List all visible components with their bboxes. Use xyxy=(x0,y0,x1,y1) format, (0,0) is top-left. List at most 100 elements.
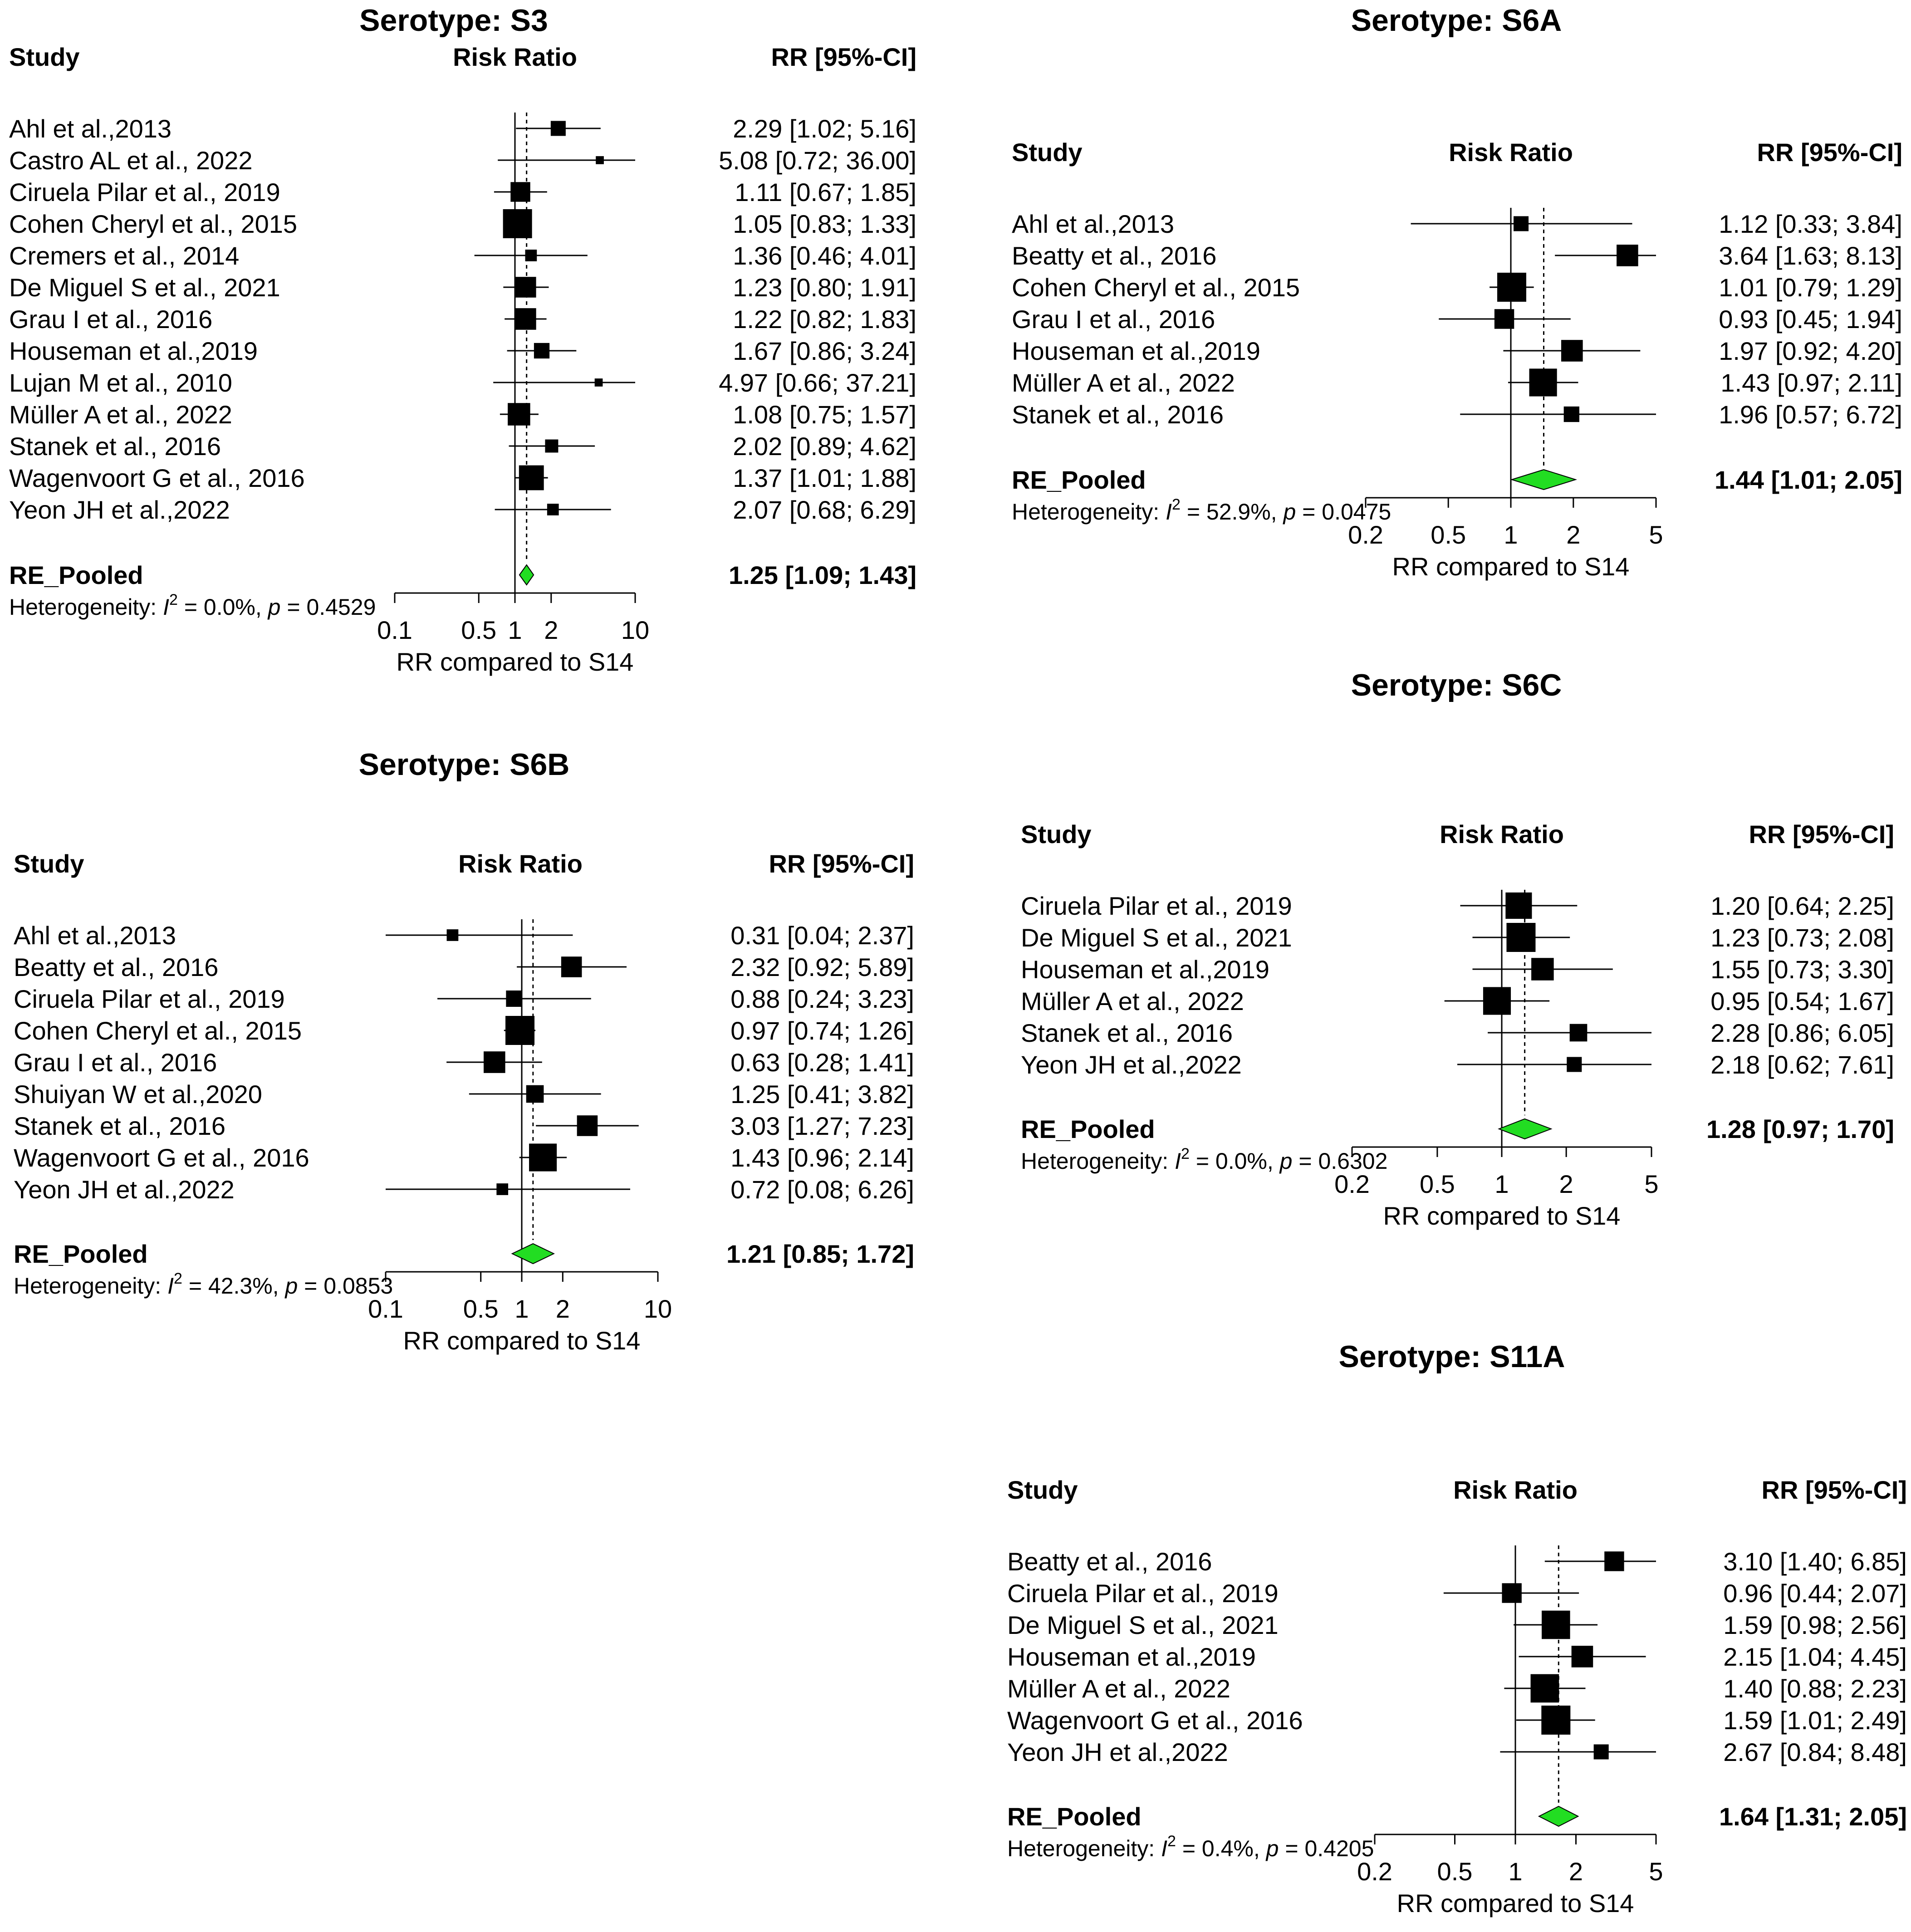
study-rr-ci: 1.22 [0.82; 1.83] xyxy=(733,305,916,333)
study-rr-ci: 0.97 [0.74; 1.26] xyxy=(730,1016,914,1045)
study-rr-ci: 1.25 [0.41; 3.82] xyxy=(730,1080,914,1108)
heterogeneity-text: Heterogeneity: I2 = 42.3%, p = 0.0853 xyxy=(14,1270,393,1299)
study-rr-ci: 1.08 [0.75; 1.57] xyxy=(733,400,916,429)
study-rr-ci: 2.15 [1.04; 4.45] xyxy=(1723,1643,1907,1671)
study-rr-ci: 2.67 [0.84; 8.48] xyxy=(1723,1738,1907,1766)
study-row: Shuiyan W et al.,2020 1.25 [0.41; 3.82] xyxy=(14,1080,914,1108)
study-rr-ci: 2.32 [0.92; 5.89] xyxy=(730,953,914,981)
heterogeneity-text: Heterogeneity: I2 = 52.9%, p = 0.0475 xyxy=(1012,496,1391,525)
study-rr-ci: 2.18 [0.62; 7.61] xyxy=(1710,1050,1894,1079)
study-label: Houseman et al.,2019 xyxy=(1007,1643,1256,1671)
effect-square xyxy=(1529,368,1557,397)
study-row: De Miguel S et al., 2021 1.23 [0.80; 1.91… xyxy=(9,273,916,302)
study-row: Lujan M et al., 2010 4.97 [0.66; 37.21] xyxy=(9,368,916,397)
study-rr-ci: 1.59 [0.98; 2.56] xyxy=(1723,1611,1907,1639)
study-label: Castro AL et al., 2022 xyxy=(9,146,252,175)
study-rr-ci: 4.97 [0.66; 37.21] xyxy=(719,368,916,397)
effect-square xyxy=(496,1183,509,1195)
study-row: Castro AL et al., 2022 5.08 [0.72; 36.00] xyxy=(9,146,916,175)
study-row: Ciruela Pilar et al., 2019 1.11 [0.67; 1.… xyxy=(9,178,916,206)
effect-square xyxy=(514,308,536,330)
study-row: Ahl et al.,2013 1.12 [0.33; 3.84] xyxy=(1012,210,1902,238)
effect-square xyxy=(519,465,544,490)
header-study: Study xyxy=(1021,820,1092,848)
x-tick-label: 0.5 xyxy=(1431,520,1466,549)
study-rr-ci: 1.40 [0.88; 2.23] xyxy=(1723,1674,1907,1703)
effect-square xyxy=(1561,340,1583,362)
study-rr-ci: 2.07 [0.68; 6.29] xyxy=(733,495,916,524)
study-label: Stanek et al., 2016 xyxy=(1021,1019,1233,1047)
panel-title: Serotype: S6A xyxy=(1351,3,1562,38)
effect-square xyxy=(1497,273,1526,302)
pooled-rr-ci: 1.44 [1.01; 2.05] xyxy=(1715,466,1902,494)
forest-panel-s6b: Serotype: S6B Study Risk Ratio RR [95%-CI] A… xyxy=(14,747,914,1355)
pooled-diamond xyxy=(1538,1805,1579,1827)
study-row: Yeon JH et al.,2022 2.07 [0.68; 6.29] xyxy=(9,495,916,524)
study-label: Grau I et al., 2016 xyxy=(14,1048,217,1077)
study-row: Stanek et al., 2016 3.03 [1.27; 7.23] xyxy=(14,1112,914,1140)
effect-square xyxy=(526,1085,544,1103)
x-tick-label: 5 xyxy=(1644,1170,1658,1198)
effect-square xyxy=(525,250,537,261)
x-tick-label: 1 xyxy=(1494,1170,1509,1198)
x-tick-label: 1 xyxy=(1508,1857,1522,1886)
effect-square xyxy=(1542,1610,1570,1639)
x-tick-label: 5 xyxy=(1649,1857,1663,1886)
study-row: Houseman et al.,2019 1.55 [0.73; 3.30] xyxy=(1021,955,1894,984)
study-row: Stanek et al., 2016 2.28 [0.86; 6.05] xyxy=(1021,1019,1894,1047)
forest-panel-s3: Serotype: S3 Study Risk Ratio RR [95%-CI] Ah… xyxy=(9,3,916,676)
study-row: Wagenvoort G et al., 2016 1.43 [0.96; 2.1… xyxy=(14,1143,914,1172)
study-row: Grau I et al., 2016 1.22 [0.82; 1.83] xyxy=(9,305,916,333)
pooled-rr-ci: 1.64 [1.31; 2.05] xyxy=(1719,1802,1907,1831)
study-rr-ci: 1.97 [0.92; 4.20] xyxy=(1719,337,1902,365)
header-study: Study xyxy=(1007,1476,1078,1504)
study-rr-ci: 1.23 [0.80; 1.91] xyxy=(733,273,916,302)
pooled-row: RE_Pooled 1.28 [0.97; 1.70] xyxy=(1021,1115,1894,1143)
study-rr-ci: 0.93 [0.45; 1.94] xyxy=(1719,305,1902,333)
study-rr-ci: 1.20 [0.64; 2.25] xyxy=(1710,892,1894,920)
effect-square xyxy=(1571,1646,1593,1667)
x-tick-label: 1 xyxy=(1504,520,1518,549)
study-label: Cremers et al., 2014 xyxy=(9,241,239,270)
pooled-label: RE_Pooled xyxy=(9,561,143,589)
study-label: Houseman et al.,2019 xyxy=(1021,955,1269,984)
effect-square xyxy=(506,991,523,1007)
x-axis-label: RR compared to S14 xyxy=(397,647,634,676)
panel-title: Serotype: S6C xyxy=(1351,668,1562,702)
x-tick-label: 1 xyxy=(514,1295,529,1323)
effect-square xyxy=(1506,923,1536,952)
study-rr-ci: 1.36 [0.46; 4.01] xyxy=(733,241,916,270)
study-label: De Miguel S et al., 2021 xyxy=(1021,923,1292,952)
pooled-label: RE_Pooled xyxy=(1007,1802,1142,1831)
study-row: Yeon JH et al.,2022 0.72 [0.08; 6.26] xyxy=(14,1175,914,1204)
pooled-row: RE_Pooled 1.44 [1.01; 2.05] xyxy=(1012,466,1902,494)
study-rr-ci: 5.08 [0.72; 36.00] xyxy=(719,146,916,175)
study-row: Yeon JH et al.,2022 2.18 [0.62; 7.61] xyxy=(1021,1050,1894,1079)
study-label: Müller A et al., 2022 xyxy=(1021,987,1244,1015)
x-tick-label: 2 xyxy=(556,1295,570,1323)
x-tick-label: 10 xyxy=(621,616,649,644)
study-rr-ci: 1.43 [0.97; 2.11] xyxy=(1720,368,1902,397)
x-tick-label: 0.1 xyxy=(368,1295,403,1323)
study-row: Ciruela Pilar et al., 2019 0.88 [0.24; 3.… xyxy=(14,985,914,1013)
study-row: Müller A et al., 2022 1.43 [0.97; 2.11] xyxy=(1012,368,1902,397)
x-axis-label: RR compared to S14 xyxy=(1397,1889,1634,1917)
effect-square xyxy=(1502,1583,1522,1603)
x-tick-label: 1 xyxy=(508,616,522,644)
header-rr-ci: RR [95%-CI] xyxy=(1757,138,1902,167)
study-rr-ci: 0.63 [0.28; 1.41] xyxy=(730,1048,914,1077)
x-tick-label: 2 xyxy=(1559,1170,1573,1198)
header-rr-ci: RR [95%-CI] xyxy=(769,849,914,878)
study-row: Houseman et al.,2019 2.15 [1.04; 4.45] xyxy=(1007,1643,1907,1671)
panel-title: Serotype: S11A xyxy=(1339,1339,1565,1374)
study-row: Beatty et al., 2016 3.64 [1.63; 8.13] xyxy=(1012,241,1902,270)
study-label: Ciruela Pilar et al., 2019 xyxy=(9,178,280,206)
study-label: Wagenvoort G et al., 2016 xyxy=(1007,1706,1303,1735)
study-label: Houseman et al.,2019 xyxy=(1012,337,1260,365)
study-row: De Miguel S et al., 2021 1.59 [0.98; 2.56… xyxy=(1007,1610,1907,1639)
effect-square xyxy=(1617,245,1638,266)
heterogeneity-text: Heterogeneity: I2 = 0.0%, p = 0.6302 xyxy=(1021,1145,1387,1174)
study-rr-ci: 0.88 [0.24; 3.23] xyxy=(730,985,914,1013)
study-row: Houseman et al.,2019 1.67 [0.86; 3.24] xyxy=(9,337,916,365)
